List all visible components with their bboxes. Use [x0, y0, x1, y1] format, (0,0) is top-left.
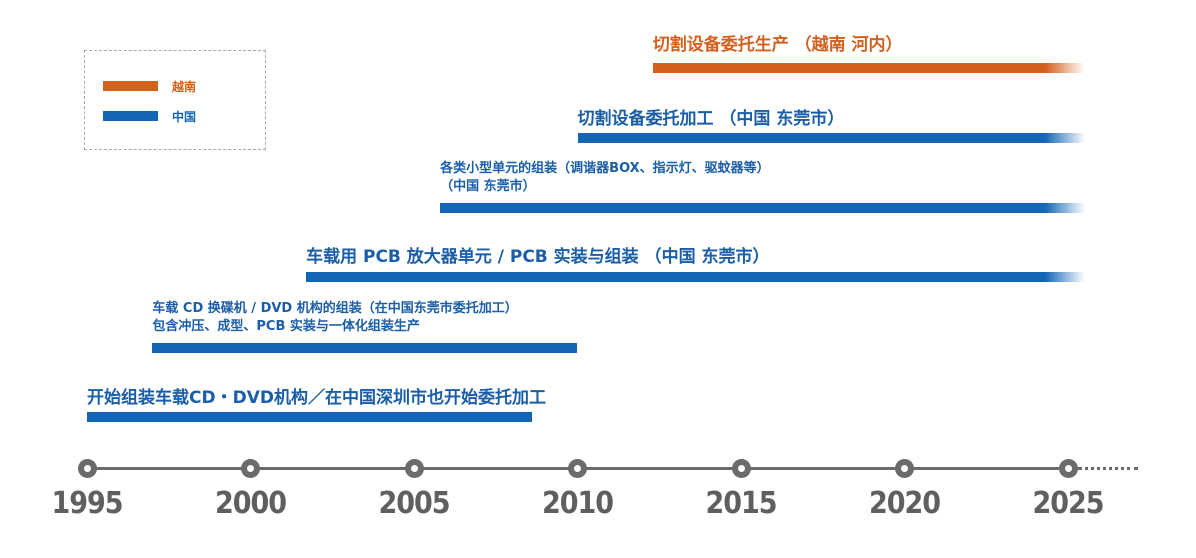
axis-node: [731, 459, 751, 478]
axis-node-dot: [83, 465, 91, 472]
axis-node-dot: [247, 465, 254, 472]
axis-node-dot: [737, 465, 745, 472]
legend-swatch-china: [103, 111, 158, 121]
legend-label-china: 中国: [172, 109, 197, 124]
entry-label-line: 车载 CD 换碟机 / DVD 机构的组装（在中国东莞市委托加工）: [152, 301, 518, 316]
entry-label-line: 车载用 PCB 放大器单元 / PCB 实装与组装 （中国 东莞市）: [306, 247, 770, 267]
legend-label-vietnam: 越南: [172, 79, 197, 94]
entry-bar: [577, 133, 1085, 143]
axis-node: [895, 459, 914, 478]
entry-label-line: 各类小型单元的组装（调谐器BOX、指示灯、驱蚊器等）: [440, 161, 770, 176]
entry-bar: [306, 272, 1085, 282]
axis-node-dot: [410, 465, 418, 472]
axis-node: [241, 459, 260, 478]
legend-item-china: 中国: [103, 109, 197, 124]
axis-tick-label: 2005: [378, 486, 450, 521]
entry-label: 各类小型单元的组装（调谐器BOX、指示灯、驱蚊器等） （中国 东莞市）: [440, 160, 770, 195]
axis-node-dot: [1064, 465, 1072, 472]
axis-continuation: [1078, 467, 1138, 470]
entry-bar: [152, 343, 578, 353]
entry-bar: [440, 203, 1085, 213]
axis-node-dot: [574, 465, 581, 472]
axis-tick-label: 1995: [51, 486, 123, 521]
entry-bar: [652, 63, 1085, 73]
axis-tick-label: 2015: [705, 486, 777, 521]
axis-node: [77, 459, 97, 478]
entry-label: 车载用 PCB 放大器单元 / PCB 实装与组装 （中国 东莞市）: [306, 246, 769, 269]
axis-tick-label: 2000: [214, 486, 287, 521]
axis-node-dot: [901, 465, 908, 472]
axis-tick-label: 2010: [541, 486, 614, 521]
entry-label-line: 包含冲压、成型、PCB 实装与一体化组装生产: [152, 318, 420, 334]
entry-label: 切割设备委托生产 （越南 河内）: [653, 34, 903, 57]
axis-node: [568, 459, 587, 478]
entry-label: 车载 CD 换碟机 / DVD 机构的组装（在中国东莞市委托加工） 包含冲压、成型…: [152, 300, 517, 335]
entry-label-line: 开始组装车载CD・DVD机构／在中国深圳市也开始委托加工: [87, 388, 546, 408]
legend-swatch-vietnam: [103, 81, 158, 91]
axis-node: [1058, 459, 1078, 478]
axis-node: [404, 459, 424, 478]
entry-label: 切割设备委托加工 （中国 东莞市）: [578, 108, 845, 131]
legend-item-vietnam: 越南: [103, 79, 197, 94]
entry-label: 开始组装车载CD・DVD机构／在中国深圳市也开始委托加工: [87, 387, 546, 410]
entry-label-line: 切割设备委托生产 （越南 河内）: [652, 35, 903, 55]
entry-label-line: 切割设备委托加工 （中国 东莞市）: [577, 109, 845, 129]
axis-tick-label: 2020: [868, 486, 941, 521]
entry-label-line: （中国 东莞市）: [440, 178, 536, 194]
axis-tick-label: 2025: [1032, 486, 1104, 521]
legend-box: 越南 中国: [84, 50, 266, 150]
entry-bar: [87, 412, 532, 422]
